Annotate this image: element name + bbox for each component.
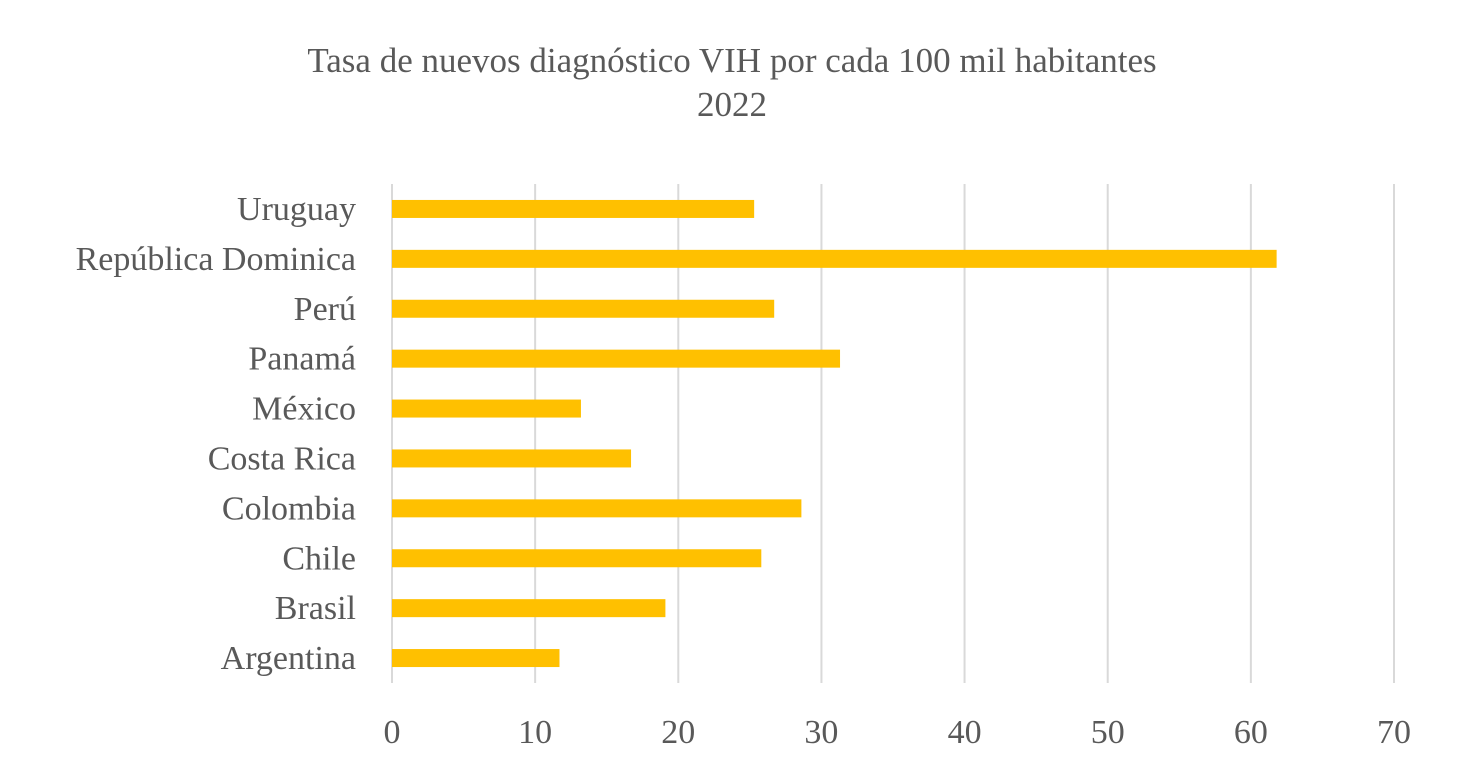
category-label: Chile	[282, 540, 356, 577]
category-label: Perú	[294, 291, 356, 328]
x-axis-tick-labels: 0 10 20 30 40 50 60 70	[384, 714, 1412, 751]
x-tick-label: 30	[804, 714, 838, 751]
bar-costa-rica	[392, 449, 632, 468]
category-label: Costa Rica	[208, 440, 356, 477]
x-tick-label: 40	[948, 714, 982, 751]
bar-colombia	[392, 499, 802, 518]
category-labels: Uruguay República Dominica Perú Panamá Méxic…	[76, 191, 356, 677]
bar-república-dominica	[392, 249, 1277, 268]
bar-panamá	[392, 349, 841, 368]
bar-perú	[392, 299, 775, 318]
x-tick-label: 0	[384, 714, 401, 751]
chart-title: Tasa de nuevos diagnóstico VIH por cada …	[307, 41, 1156, 80]
bar-chile	[392, 549, 762, 568]
category-label: Panamá	[248, 341, 356, 378]
x-tick-label: 60	[1234, 714, 1268, 751]
chart-subtitle: 2022	[697, 85, 767, 124]
x-tick-label: 20	[661, 714, 695, 751]
bar-uruguay	[392, 199, 755, 218]
bar-argentina	[392, 649, 560, 668]
category-label: Uruguay	[237, 191, 356, 228]
category-label: Brasil	[275, 590, 356, 627]
x-tick-label: 70	[1377, 714, 1411, 751]
category-label: Colombia	[222, 490, 356, 527]
x-tick-label: 50	[1091, 714, 1125, 751]
category-label: México	[252, 391, 356, 428]
bars	[392, 199, 1277, 668]
bar-brasil	[392, 599, 666, 618]
bar-méxico	[392, 399, 581, 418]
category-label: Argentina	[221, 640, 356, 677]
category-label: República Dominica	[76, 241, 356, 278]
x-tick-label: 10	[518, 714, 552, 751]
